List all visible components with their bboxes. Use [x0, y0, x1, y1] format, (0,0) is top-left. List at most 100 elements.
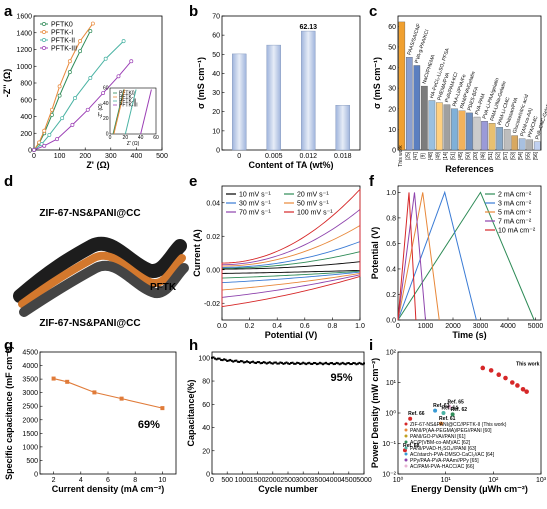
panel-a-inset-xtick-label: 60 — [153, 135, 159, 141]
panel-a-point — [90, 21, 95, 26]
panel-c-xtick-label: [57] — [503, 151, 509, 160]
panel-e-xtick-label: 0.4 — [272, 323, 282, 330]
panel-h-point — [361, 363, 364, 366]
panel-i-xtick-label: 10¹ — [441, 477, 452, 484]
panel-label-i: i — [369, 337, 373, 354]
panel-a-ytick-label: 1000 — [16, 64, 32, 71]
panel-i-ytick-label: 10⁻² — [382, 472, 396, 479]
panel-i-this-work-point — [480, 365, 486, 371]
panel-h-xtick-label: 4500 — [341, 477, 357, 484]
panel-h-point — [329, 362, 332, 365]
panel-h-point — [315, 363, 318, 366]
panel-e-legend-label: 30 mV s⁻¹ — [239, 201, 271, 208]
panel-h-point — [259, 362, 262, 365]
panel-i-ref-label: Ref. 62 — [451, 407, 468, 413]
panel-i-legend-marker — [404, 434, 408, 438]
panel-i-legend-marker — [404, 440, 408, 444]
panel-a-point — [67, 59, 72, 64]
panel-c-xtick-label: [46] — [481, 151, 487, 160]
panel-i-ref-label: Ref. 65 — [447, 399, 464, 405]
panel-h-frame — [211, 351, 365, 475]
panel-f-legend-label: 7 mA cm⁻² — [498, 219, 532, 226]
panel-f-gcd-curve-2 — [397, 192, 440, 321]
panel-a-xtick-label: 200 — [79, 153, 91, 160]
panel-a-inset-series-0 — [112, 89, 125, 135]
panel-h-xtick-label: 1500 — [250, 477, 266, 484]
panel-c-bar — [405, 57, 413, 151]
panel-a-ytick-label: 1600 — [16, 14, 32, 21]
panel-h-point — [261, 361, 264, 364]
panel-i-this-work-point — [488, 368, 494, 373]
panel-h-point — [334, 362, 337, 365]
panel-e-cv: 0.0 0.2 0.4 0.6 0.8 1.0 -0.02 0.00 0.02 0.04 Poten… — [192, 185, 365, 340]
panel-b-bar — [301, 30, 316, 151]
panel-label-a: a — [4, 3, 13, 20]
panel-c-bar — [436, 102, 443, 151]
panel-a-point — [88, 76, 93, 80]
panel-b-ytick-label: 30 — [212, 90, 220, 97]
panel-h-point — [229, 358, 232, 361]
panel-i-ytick-label: 10⁰ — [385, 410, 396, 418]
panel-i-ref-label: Ref. 66 — [408, 411, 425, 417]
panel-f-frame — [397, 185, 542, 321]
panel-i-this-work-label: This work — [516, 362, 540, 368]
panel-b-ytick-label: 10 — [212, 128, 220, 135]
panel-h-point — [280, 361, 283, 364]
panel-h-point — [224, 358, 227, 361]
panel-i-this-work-point — [515, 383, 520, 388]
electrode-bottom — [19, 260, 189, 317]
panel-b-bar — [335, 105, 350, 151]
panel-h-point — [232, 360, 235, 363]
panel-c-bar — [421, 85, 428, 151]
panel-i-legend-label: PANI/GO-PVA//PANI [61] — [410, 434, 466, 440]
panel-h-point — [325, 361, 327, 364]
panel-label-f: f — [369, 173, 375, 190]
panel-c-xtick-label: [14] — [443, 151, 449, 160]
panel-g-ytick-label: 2500 — [22, 404, 38, 411]
panel-c-xtick-label: [54] — [518, 151, 524, 160]
panel-g-point — [119, 396, 124, 401]
panel-g-ytick-label: 500 — [26, 458, 38, 465]
panel-b-ytick-label: 40 — [212, 71, 220, 78]
panel-a-legend-label: PFTK-II — [51, 38, 75, 45]
panel-h-point — [264, 361, 267, 364]
panel-g-point — [51, 376, 56, 381]
panel-g-ytick-label: 2000 — [22, 417, 38, 424]
panel-b-ytick-label: 60 — [212, 33, 220, 40]
panel-e-cv-loop-5 — [221, 188, 361, 308]
panel-i-ref-point — [441, 411, 446, 415]
panel-c-bar — [413, 65, 421, 151]
panel-h-point — [355, 363, 358, 366]
panel-h-point — [227, 359, 230, 362]
panel-b-xtick-label: 0.012 — [299, 153, 317, 160]
panel-f-xlabel: Time (s) — [452, 330, 486, 340]
panel-h-point — [282, 362, 285, 365]
panel-e-cv-loop-4 — [221, 208, 361, 298]
panel-h-point — [302, 361, 305, 364]
panel-a-xtick-label: 300 — [105, 153, 117, 160]
panel-h-point — [340, 362, 343, 365]
panel-h-xtick-label: 3000 — [295, 477, 311, 484]
panel-h-point — [247, 361, 250, 364]
panel-g-ytick-label: 3000 — [22, 390, 38, 397]
panel-f-xtick-label: 1000 — [418, 323, 434, 330]
panel-a-point — [55, 137, 59, 142]
panel-a-inset-legend-label: PFTK0 — [119, 91, 135, 97]
panel-f-ytick-label: 0.4 — [386, 266, 396, 273]
panel-a-ytick-label: 1400 — [16, 30, 32, 37]
panel-f-ytick-label: 1.0 — [386, 190, 396, 197]
panel-h-point — [296, 361, 299, 364]
panel-a-point — [85, 107, 90, 112]
panel-h-point — [359, 362, 362, 365]
panel-h-point — [311, 363, 314, 366]
panel-a-point — [42, 128, 47, 133]
panel-a-inset-ytick-label: 20 — [103, 116, 109, 122]
panel-e-xtick-label: 0.2 — [245, 323, 255, 330]
panel-f-legend-label: 2 mA cm⁻² — [498, 192, 532, 199]
panel-a-point — [103, 56, 108, 61]
panel-h-point — [238, 360, 241, 363]
panel-i-legend-label: AC/starch-PVA-DMSO-CaCl₂//AC [64] — [410, 452, 495, 458]
panel-c-bar — [526, 139, 534, 151]
panel-e-legend-label: 70 mV s⁻¹ — [239, 210, 271, 217]
